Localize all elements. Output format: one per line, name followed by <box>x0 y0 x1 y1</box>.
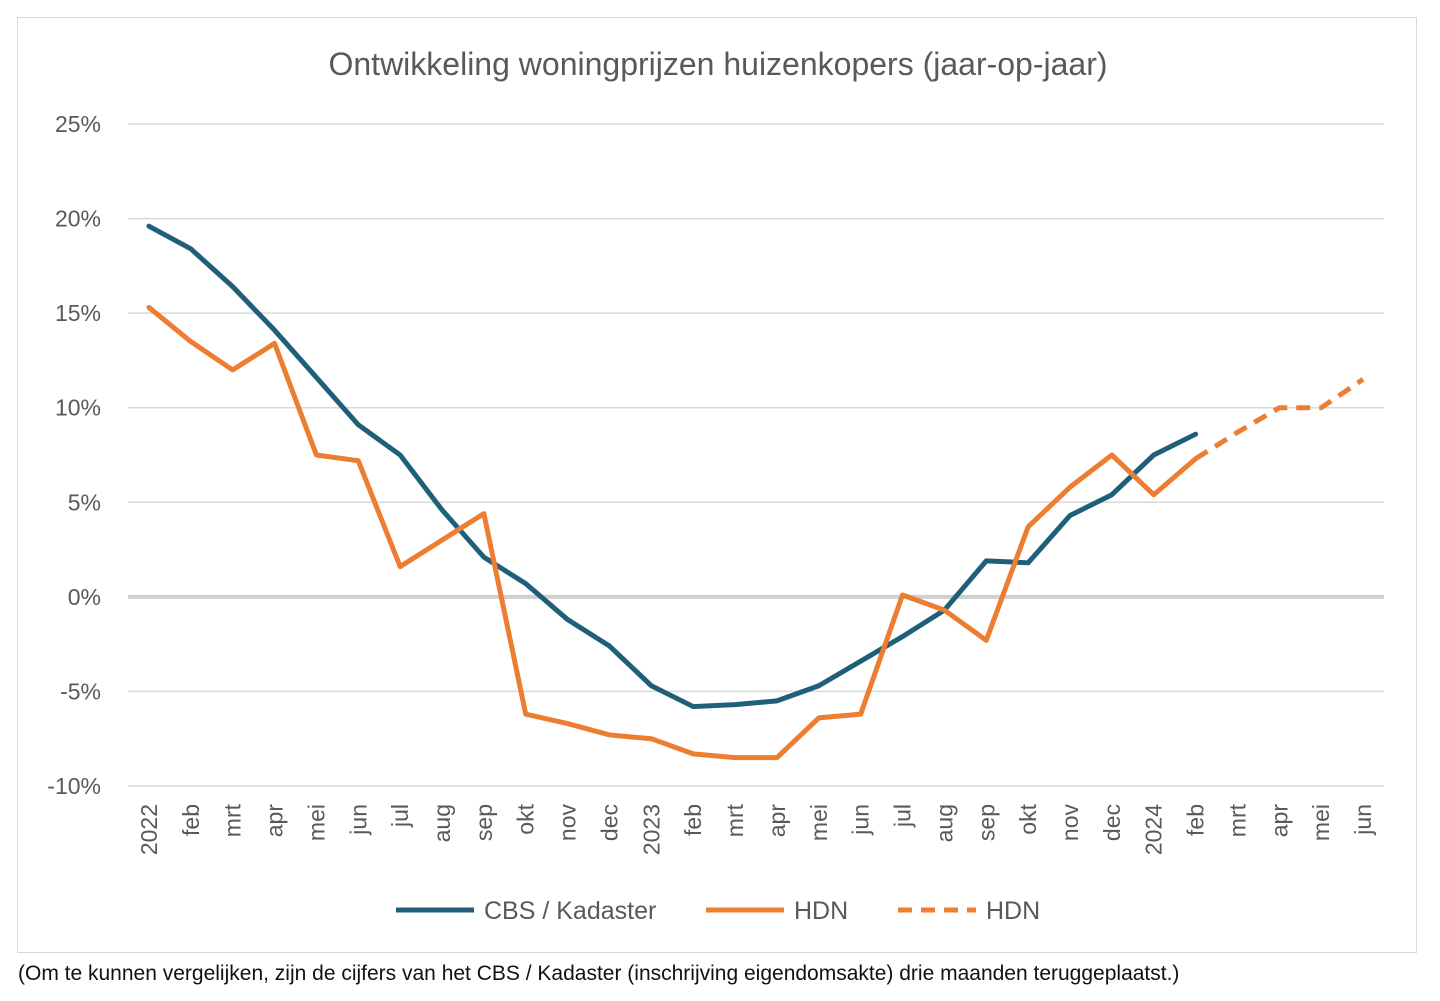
legend-label: HDN <box>986 897 1040 925</box>
x-tick-label: sep <box>471 804 497 841</box>
x-tick-label: jul <box>890 804 916 828</box>
x-tick-label: jun <box>1350 804 1376 836</box>
x-tick-label: jun <box>848 804 874 836</box>
x-tick-label: nov <box>1057 804 1083 842</box>
x-tick-label: aug <box>931 804 957 842</box>
y-tick-label: 0% <box>68 584 101 610</box>
x-tick-label: mei <box>1308 804 1334 841</box>
y-axis-ticks: 25% 20% 15% 10% 5% 0% -5% -10% <box>47 111 101 799</box>
x-tick-label: okt <box>513 803 539 834</box>
x-tick-label: mei <box>303 804 329 841</box>
chart-title: Ontwikkeling woningprijzen huizenkopers … <box>328 46 1107 82</box>
x-tick-label: sep <box>973 804 999 841</box>
y-tick-label: 10% <box>55 395 101 421</box>
chart-frame: Ontwikkeling woningprijzen huizenkopers … <box>17 17 1417 953</box>
x-tick-label: feb <box>680 804 706 836</box>
x-tick-label: apr <box>764 804 790 838</box>
x-tick-label: dec <box>1099 804 1125 841</box>
y-tick-label: 5% <box>68 489 101 515</box>
x-tick-label: 2022 <box>136 804 162 855</box>
x-tick-label: 2024 <box>1141 804 1167 855</box>
x-axis-ticks: 2022 feb mrt apr mei jun jul aug sep okt nov dec 202… <box>136 803 1376 855</box>
x-tick-label: mrt <box>722 803 748 837</box>
x-tick-label: mrt <box>220 803 246 837</box>
series-line-1 <box>146 304 1199 761</box>
x-tick-label: nov <box>555 804 581 842</box>
x-tick-label: feb <box>178 804 204 836</box>
x-tick-label: dec <box>596 804 622 841</box>
y-tick-label: 25% <box>55 111 101 137</box>
y-tick-label: 20% <box>55 206 101 232</box>
legend-label: CBS / Kadaster <box>484 897 656 925</box>
x-tick-label: jul <box>387 804 413 828</box>
y-tick-label: -5% <box>60 678 101 704</box>
series-line-2 <box>1194 377 1365 461</box>
x-tick-label: apr <box>262 804 288 838</box>
legend-label: HDN <box>794 897 848 925</box>
x-tick-label: apr <box>1266 804 1292 838</box>
gridlines <box>128 123 1384 787</box>
x-tick-label: aug <box>429 804 455 842</box>
x-tick-label: feb <box>1183 804 1209 836</box>
line-chart: Ontwikkeling woningprijzen huizenkopers … <box>47 46 1384 925</box>
x-tick-label: 2023 <box>638 804 664 855</box>
y-tick-label: -10% <box>47 773 101 799</box>
legend: CBS / Kadaster HDN HDN <box>396 897 1040 925</box>
series-lines <box>146 223 1365 761</box>
x-tick-label: jun <box>345 804 371 836</box>
y-tick-label: 15% <box>55 300 101 326</box>
x-tick-label: mei <box>806 804 832 841</box>
footnote: (Om te kunnen vergelijken, zijn de cijfe… <box>18 962 1180 985</box>
series-line-0 <box>146 223 1199 710</box>
x-tick-label: mrt <box>1224 803 1250 837</box>
x-tick-label: okt <box>1015 803 1041 834</box>
